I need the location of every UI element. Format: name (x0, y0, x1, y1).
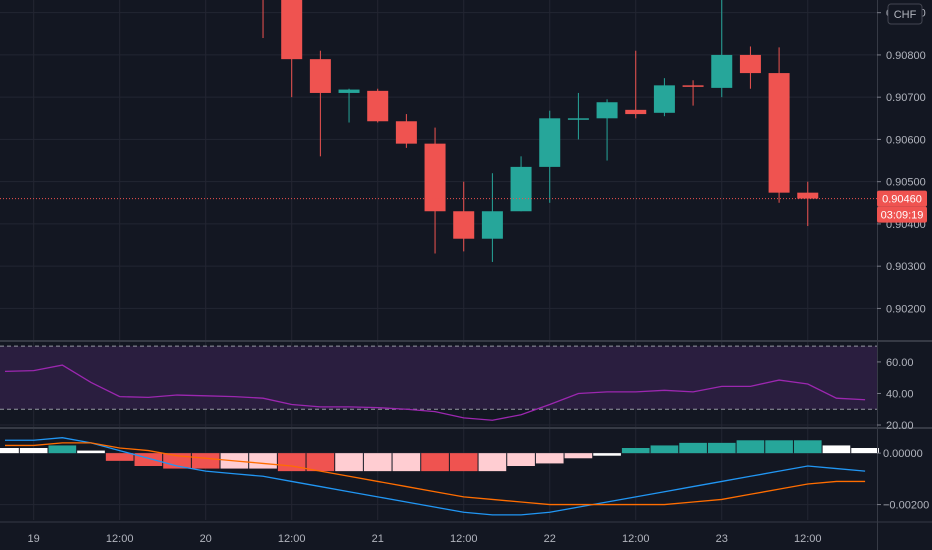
price-tick-label: 0.90500 (886, 177, 926, 189)
candle-body[interactable] (797, 192, 819, 199)
oscillator-series[interactable] (4, 364, 866, 421)
price-tick-label: 0.90200 (886, 303, 926, 315)
candle-body[interactable] (596, 102, 618, 119)
histogram-bar[interactable] (48, 445, 77, 454)
histogram-bar[interactable] (478, 453, 507, 472)
candle-body[interactable] (510, 166, 532, 212)
histogram-bar[interactable] (593, 453, 621, 456)
histogram-bar[interactable] (77, 450, 105, 454)
last-price-label: 0.90460 (882, 194, 922, 206)
time-axis[interactable]: 19 12:00 20 12:00 21 12:00 22 12:00 23 12:00 (28, 533, 822, 545)
candlestick-series[interactable] (0, 0, 877, 262)
time-axis-label: 12:00 (106, 533, 134, 545)
price-tick-label: 0.90600 (886, 134, 926, 146)
price-tick-label: 0.90700 (886, 92, 926, 104)
histogram-tick-label: 0.00000 (883, 448, 923, 460)
time-axis-label: 23 (716, 533, 728, 545)
time-axis-label: 12:00 (450, 533, 478, 545)
histogram-bar[interactable] (335, 453, 363, 472)
histogram-bar[interactable] (621, 448, 650, 454)
time-axis-label: 22 (544, 533, 556, 545)
histogram-bar[interactable] (277, 453, 306, 472)
candle-body[interactable] (711, 54, 733, 88)
histogram-tick-label: −0.00200 (883, 500, 929, 512)
time-axis-label: 12:00 (278, 533, 306, 545)
histogram-bar[interactable] (793, 440, 822, 454)
histogram-bar[interactable] (535, 453, 564, 464)
candle-body[interactable] (309, 59, 331, 93)
oscillator-tick-label: 60.00 (886, 357, 914, 369)
histogram-bar[interactable] (0, 448, 19, 454)
price-tick-label: 0.90300 (886, 261, 926, 273)
currency-label: CHF (894, 9, 917, 21)
histogram-series[interactable] (0, 437, 879, 516)
price-tick-label: 0.90800 (886, 50, 926, 62)
time-axis-label: 19 (28, 533, 40, 545)
candle-body[interactable] (281, 0, 303, 60)
histogram-signal-line-blue[interactable] (5, 437, 866, 516)
histogram-bar[interactable] (449, 453, 478, 472)
oscillator-tick-label: 40.00 (886, 388, 914, 400)
candle-body[interactable] (768, 73, 790, 193)
histogram-bar[interactable] (679, 442, 707, 454)
oscillator-tick-label: 20.00 (886, 420, 914, 432)
histogram-bar[interactable] (736, 440, 765, 454)
last-price-badge: 0.90460 03:09:19 (877, 190, 927, 223)
time-axis-label: 12:00 (794, 533, 822, 545)
histogram-signal-line-orange[interactable] (5, 442, 866, 506)
histogram-bar[interactable] (363, 453, 392, 472)
histogram-bar[interactable] (249, 453, 277, 469)
oscillator-band (0, 345, 877, 410)
histogram-bar[interactable] (421, 453, 449, 472)
candle-body[interactable] (481, 211, 503, 239)
oscillator-line[interactable] (4, 364, 866, 421)
histogram-bar[interactable] (507, 453, 535, 466)
time-axis-label: 12:00 (622, 533, 650, 545)
candle-body[interactable] (682, 85, 704, 87)
histogram-bar[interactable] (851, 448, 879, 454)
candle-body[interactable] (338, 89, 360, 93)
candle-body[interactable] (539, 118, 561, 167)
histogram-bar[interactable] (105, 453, 134, 461)
oscillator-band-fill (0, 346, 877, 410)
histogram-bar[interactable] (650, 445, 679, 454)
currency-badge[interactable]: CHF (887, 3, 923, 25)
candle-body[interactable] (739, 54, 761, 74)
candle-body[interactable] (567, 118, 589, 120)
histogram-bar[interactable] (191, 453, 220, 469)
currency-badge-box (887, 3, 923, 25)
histogram-bar[interactable] (306, 453, 335, 472)
last-price-badge-box (877, 190, 927, 207)
histogram-bar[interactable] (765, 440, 793, 454)
countdown-badge-box (877, 206, 927, 223)
candle-body[interactable] (625, 109, 647, 115)
histogram-bar[interactable] (392, 453, 421, 472)
histogram-bar[interactable] (707, 442, 736, 454)
candle-body[interactable] (367, 90, 389, 122)
price-axis[interactable]: 0.909000.908000.907000.906000.905000.904… (877, 8, 929, 512)
candle-body[interactable] (395, 121, 417, 144)
candle-body[interactable] (653, 85, 675, 113)
histogram-bar[interactable] (19, 448, 48, 454)
histogram-bar[interactable] (822, 445, 851, 454)
time-axis-label: 21 (372, 533, 384, 545)
countdown-label: 03:09:19 (881, 210, 924, 222)
time-axis-label: 20 (200, 533, 212, 545)
candle-body[interactable] (424, 143, 446, 212)
histogram-bar[interactable] (564, 453, 593, 459)
candle-body[interactable] (453, 211, 475, 239)
